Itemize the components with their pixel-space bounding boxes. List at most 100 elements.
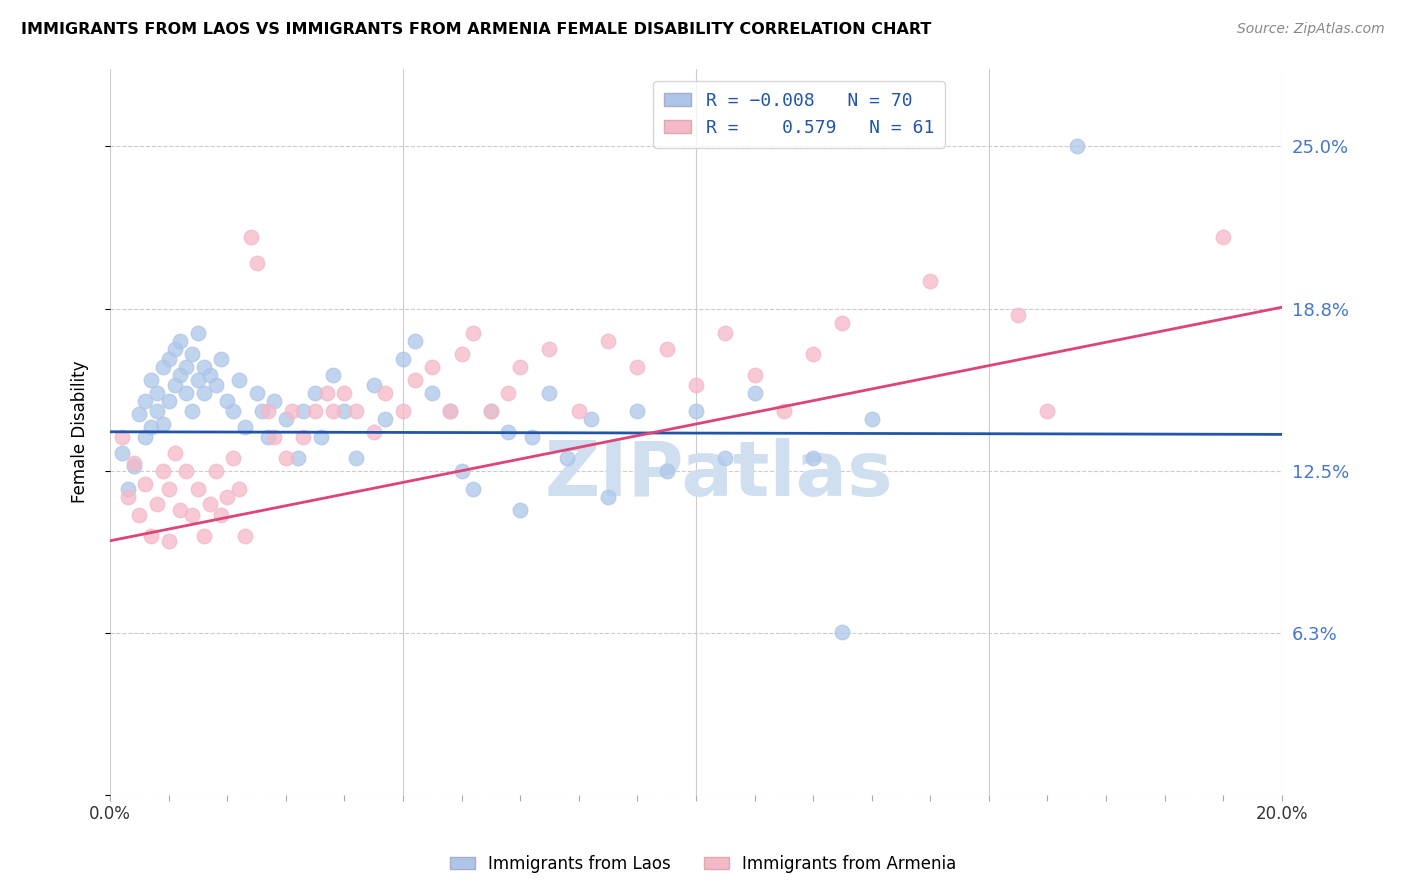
Point	[134, 476, 156, 491]
Point	[274, 412, 297, 426]
Point	[274, 450, 297, 465]
Point	[222, 404, 245, 418]
Point	[163, 445, 186, 459]
Point	[322, 368, 344, 382]
Point	[831, 624, 853, 639]
Point	[163, 342, 186, 356]
Point	[498, 425, 520, 439]
Point	[128, 407, 150, 421]
Point	[239, 230, 262, 244]
Point	[209, 352, 232, 367]
Point	[292, 404, 315, 418]
Point	[463, 482, 485, 496]
Point	[169, 368, 191, 382]
Text: Source: ZipAtlas.com: Source: ZipAtlas.com	[1237, 22, 1385, 37]
Point	[174, 464, 197, 478]
Point	[222, 450, 245, 465]
Point	[498, 385, 520, 400]
Point	[157, 393, 180, 408]
Point	[198, 498, 221, 512]
Point	[555, 450, 578, 465]
Point	[157, 352, 180, 367]
Point	[333, 404, 356, 418]
Point	[596, 334, 619, 348]
Point	[596, 490, 619, 504]
Point	[287, 450, 309, 465]
Point	[538, 385, 561, 400]
Point	[122, 458, 145, 473]
Text: IMMIGRANTS FROM LAOS VS IMMIGRANTS FROM ARMENIA FEMALE DISABILITY CORRELATION CH: IMMIGRANTS FROM LAOS VS IMMIGRANTS FROM …	[21, 22, 931, 37]
Point	[152, 359, 174, 374]
Point	[655, 464, 678, 478]
Point	[1007, 308, 1029, 322]
Point	[772, 404, 794, 418]
Point	[233, 419, 256, 434]
Point	[117, 490, 139, 504]
Point	[146, 404, 169, 418]
Point	[404, 334, 426, 348]
Point	[193, 528, 215, 542]
Point	[193, 359, 215, 374]
Point	[315, 385, 337, 400]
Point	[228, 482, 250, 496]
Point	[920, 274, 942, 288]
Point	[217, 393, 239, 408]
Point	[392, 404, 415, 418]
Point	[134, 393, 156, 408]
Point	[169, 502, 191, 516]
Point	[257, 430, 280, 444]
Point	[117, 482, 139, 496]
Point	[139, 373, 162, 387]
Point	[450, 347, 472, 361]
Point	[263, 393, 285, 408]
Point	[479, 404, 502, 418]
Point	[626, 404, 648, 418]
Point	[463, 326, 485, 341]
Point	[322, 404, 344, 418]
Point	[404, 373, 426, 387]
Point	[309, 430, 332, 444]
Point	[420, 385, 443, 400]
Point	[122, 456, 145, 470]
Point	[193, 385, 215, 400]
Point	[801, 450, 824, 465]
Point	[363, 425, 385, 439]
Point	[174, 359, 197, 374]
Point	[204, 378, 226, 392]
Point	[568, 404, 591, 418]
Point	[392, 352, 415, 367]
Point	[181, 404, 204, 418]
Point	[163, 378, 186, 392]
Point	[439, 404, 461, 418]
Legend: Immigrants from Laos, Immigrants from Armenia: Immigrants from Laos, Immigrants from Ar…	[443, 848, 963, 880]
Point	[685, 404, 707, 418]
Point	[333, 385, 356, 400]
Point	[187, 326, 209, 341]
Point	[157, 482, 180, 496]
Point	[344, 404, 367, 418]
Legend: R = −0.008   N = 70, R =    0.579   N = 61: R = −0.008 N = 70, R = 0.579 N = 61	[654, 81, 945, 148]
Point	[520, 430, 543, 444]
Point	[187, 482, 209, 496]
Point	[744, 368, 766, 382]
Point	[157, 533, 180, 548]
Point	[509, 502, 531, 516]
Point	[374, 412, 396, 426]
Point	[714, 326, 737, 341]
Point	[257, 404, 280, 418]
Point	[304, 404, 326, 418]
Point	[304, 385, 326, 400]
Point	[801, 347, 824, 361]
Point	[1066, 139, 1088, 153]
Point	[685, 378, 707, 392]
Point	[626, 359, 648, 374]
Point	[363, 378, 385, 392]
Point	[579, 412, 602, 426]
Point	[744, 385, 766, 400]
Point	[152, 464, 174, 478]
Text: ZIPatlas: ZIPatlas	[546, 438, 894, 512]
Point	[439, 404, 461, 418]
Point	[217, 490, 239, 504]
Point	[139, 419, 162, 434]
Point	[134, 430, 156, 444]
